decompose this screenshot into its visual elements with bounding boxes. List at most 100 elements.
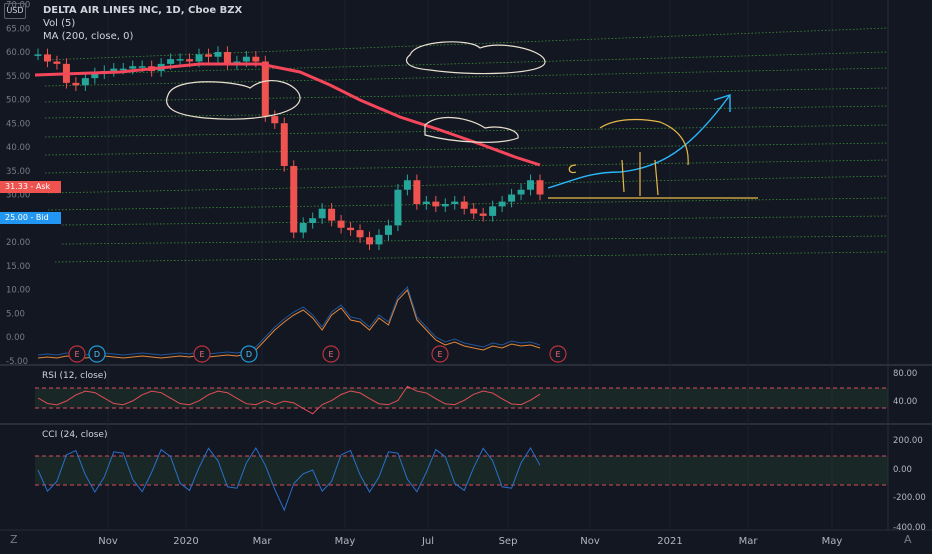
candle-body bbox=[34, 54, 42, 56]
candle-body bbox=[375, 234, 383, 245]
candle-body bbox=[280, 123, 288, 166]
candle-body bbox=[318, 208, 326, 219]
event-marker bbox=[322, 345, 340, 363]
time-tick-label: Nov bbox=[98, 536, 118, 547]
sketch-drawing bbox=[599, 118, 689, 166]
candle-body bbox=[517, 189, 525, 195]
price-tick-label: 35.00 bbox=[6, 167, 30, 177]
candle-body bbox=[328, 208, 336, 221]
price-tick-label: 10.00 bbox=[6, 286, 30, 296]
sketch-drawing bbox=[568, 164, 577, 174]
event-marker-label: D bbox=[246, 350, 252, 359]
candle-body bbox=[441, 204, 449, 207]
cci-tick-label: 0.00 bbox=[893, 465, 912, 475]
cci-tick-label: 200.00 bbox=[893, 436, 923, 446]
price-tick-label: 0.00 bbox=[6, 333, 25, 343]
event-marker-label: D bbox=[94, 350, 100, 359]
channel-line bbox=[61, 235, 889, 245]
channel-line bbox=[44, 105, 889, 119]
rsi-line bbox=[37, 385, 541, 415]
candle-body bbox=[110, 68, 118, 71]
rsi-band bbox=[35, 388, 888, 408]
ma-legend[interactable]: MA (200, close, 0) bbox=[43, 31, 134, 42]
channel-line bbox=[44, 159, 889, 174]
volume-legend[interactable]: Vol (5) bbox=[43, 18, 76, 29]
cci-tick-label: -400.00 bbox=[893, 523, 926, 533]
bid-price-tag: 25.00 - Bid bbox=[0, 212, 61, 224]
candle-body bbox=[432, 201, 440, 207]
candle-body bbox=[261, 61, 269, 117]
ma200-line bbox=[34, 62, 541, 167]
candle-body bbox=[489, 206, 497, 216]
channel-line bbox=[61, 215, 889, 226]
candle-body bbox=[72, 82, 80, 86]
rsi-tick-label: 80.00 bbox=[893, 369, 917, 379]
event-marker bbox=[549, 345, 567, 363]
event-marker-label: E bbox=[74, 350, 79, 359]
cci-legend[interactable]: CCI (24, close) bbox=[42, 430, 108, 440]
event-marker-label: E bbox=[328, 350, 333, 359]
candle-body bbox=[43, 54, 51, 62]
time-tick-label: Nov bbox=[580, 536, 600, 547]
price-tick-label: 15.00 bbox=[6, 262, 30, 272]
time-tick-label: May bbox=[335, 536, 356, 547]
candle-body bbox=[214, 52, 222, 57]
ask-price-tag: 31.33 - Ask bbox=[0, 181, 61, 193]
event-marker bbox=[193, 345, 211, 363]
currency-badge[interactable]: USD bbox=[4, 3, 26, 19]
auto-scale-button[interactable]: A bbox=[904, 533, 912, 546]
candle-body bbox=[223, 52, 231, 64]
time-tick-label: Sep bbox=[499, 536, 518, 547]
rsi-legend[interactable]: RSI (12, close) bbox=[42, 371, 107, 381]
volume-line bbox=[37, 289, 541, 359]
volume-line-2 bbox=[37, 286, 541, 356]
price-tick-label: 50.00 bbox=[6, 96, 30, 106]
cloud-drawing bbox=[406, 41, 546, 75]
candle-body bbox=[356, 230, 364, 238]
cci-tick-label: -200.00 bbox=[893, 493, 926, 503]
rsi-tick-label: 40.00 bbox=[893, 397, 917, 407]
cloud-drawing bbox=[166, 79, 301, 120]
candle-body bbox=[422, 201, 430, 204]
candle-body bbox=[403, 180, 411, 190]
price-tick-label: 5.00 bbox=[6, 309, 25, 319]
candle-body bbox=[527, 180, 535, 190]
symbol-title[interactable]: DELTA AIR LINES INC, 1D, Cboe BZX bbox=[43, 5, 243, 16]
candle-body bbox=[299, 223, 307, 233]
channel-line bbox=[44, 142, 889, 156]
candle-body bbox=[204, 54, 212, 57]
event-marker bbox=[68, 345, 86, 363]
candle-body bbox=[508, 194, 516, 202]
candle-body bbox=[498, 201, 506, 207]
candle-body bbox=[195, 54, 203, 62]
candle-body bbox=[460, 201, 468, 209]
candle-body bbox=[176, 59, 184, 61]
channel-line bbox=[44, 51, 889, 76]
cci-band bbox=[35, 456, 888, 485]
channel-line bbox=[47, 175, 889, 194]
channel-line bbox=[47, 197, 889, 211]
price-tick-label: 45.00 bbox=[6, 119, 30, 129]
candle-body bbox=[91, 73, 99, 79]
candle-body bbox=[384, 225, 392, 235]
candle-body bbox=[271, 116, 279, 124]
timezone-button[interactable]: Z bbox=[10, 533, 18, 546]
candle-body bbox=[536, 180, 544, 195]
channel-line bbox=[44, 27, 889, 61]
time-tick-label: 2021 bbox=[657, 536, 682, 547]
candle-body bbox=[290, 166, 298, 233]
arrow-head-drawing bbox=[713, 94, 731, 112]
candle-body bbox=[252, 56, 260, 62]
price-tick-label: 30.00 bbox=[6, 191, 30, 201]
price-tick-label: -5.00 bbox=[6, 357, 28, 367]
price-tick-label: 20.00 bbox=[6, 238, 30, 248]
cci-line bbox=[37, 447, 541, 512]
candle-body bbox=[186, 59, 194, 62]
candle-body bbox=[167, 59, 175, 64]
price-tick-label: 40.00 bbox=[6, 143, 30, 153]
event-marker bbox=[240, 345, 258, 363]
plane-drawing bbox=[424, 117, 519, 143]
candle-body bbox=[470, 208, 478, 214]
